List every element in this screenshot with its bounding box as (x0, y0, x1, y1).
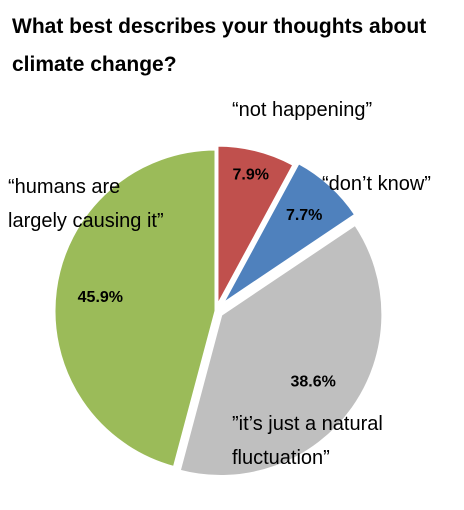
pie-slice-humans-causing (52, 147, 218, 470)
category-label-dont-know: “don’t know” (322, 173, 431, 195)
category-label-not-happening: “not happening” (232, 99, 372, 121)
category-label-natural-fluctuation: ”it’s just a natural fluctuation” (232, 413, 383, 469)
value-label-not-happening: 7.9% (233, 167, 269, 184)
value-label-natural-fluctuation: 38.6% (291, 373, 336, 390)
chart-title: What best describes your thoughts about … (12, 15, 427, 76)
pie-slice-natural-fluctuation (177, 222, 385, 478)
category-label-humans-causing: “humans are largely causing it” (8, 176, 164, 232)
value-label-humans-causing: 45.9% (78, 289, 123, 306)
pie-slice-not-happening (215, 143, 297, 308)
pie-slice-dont-know (220, 160, 358, 307)
value-label-dont-know: 7.7% (286, 207, 322, 224)
